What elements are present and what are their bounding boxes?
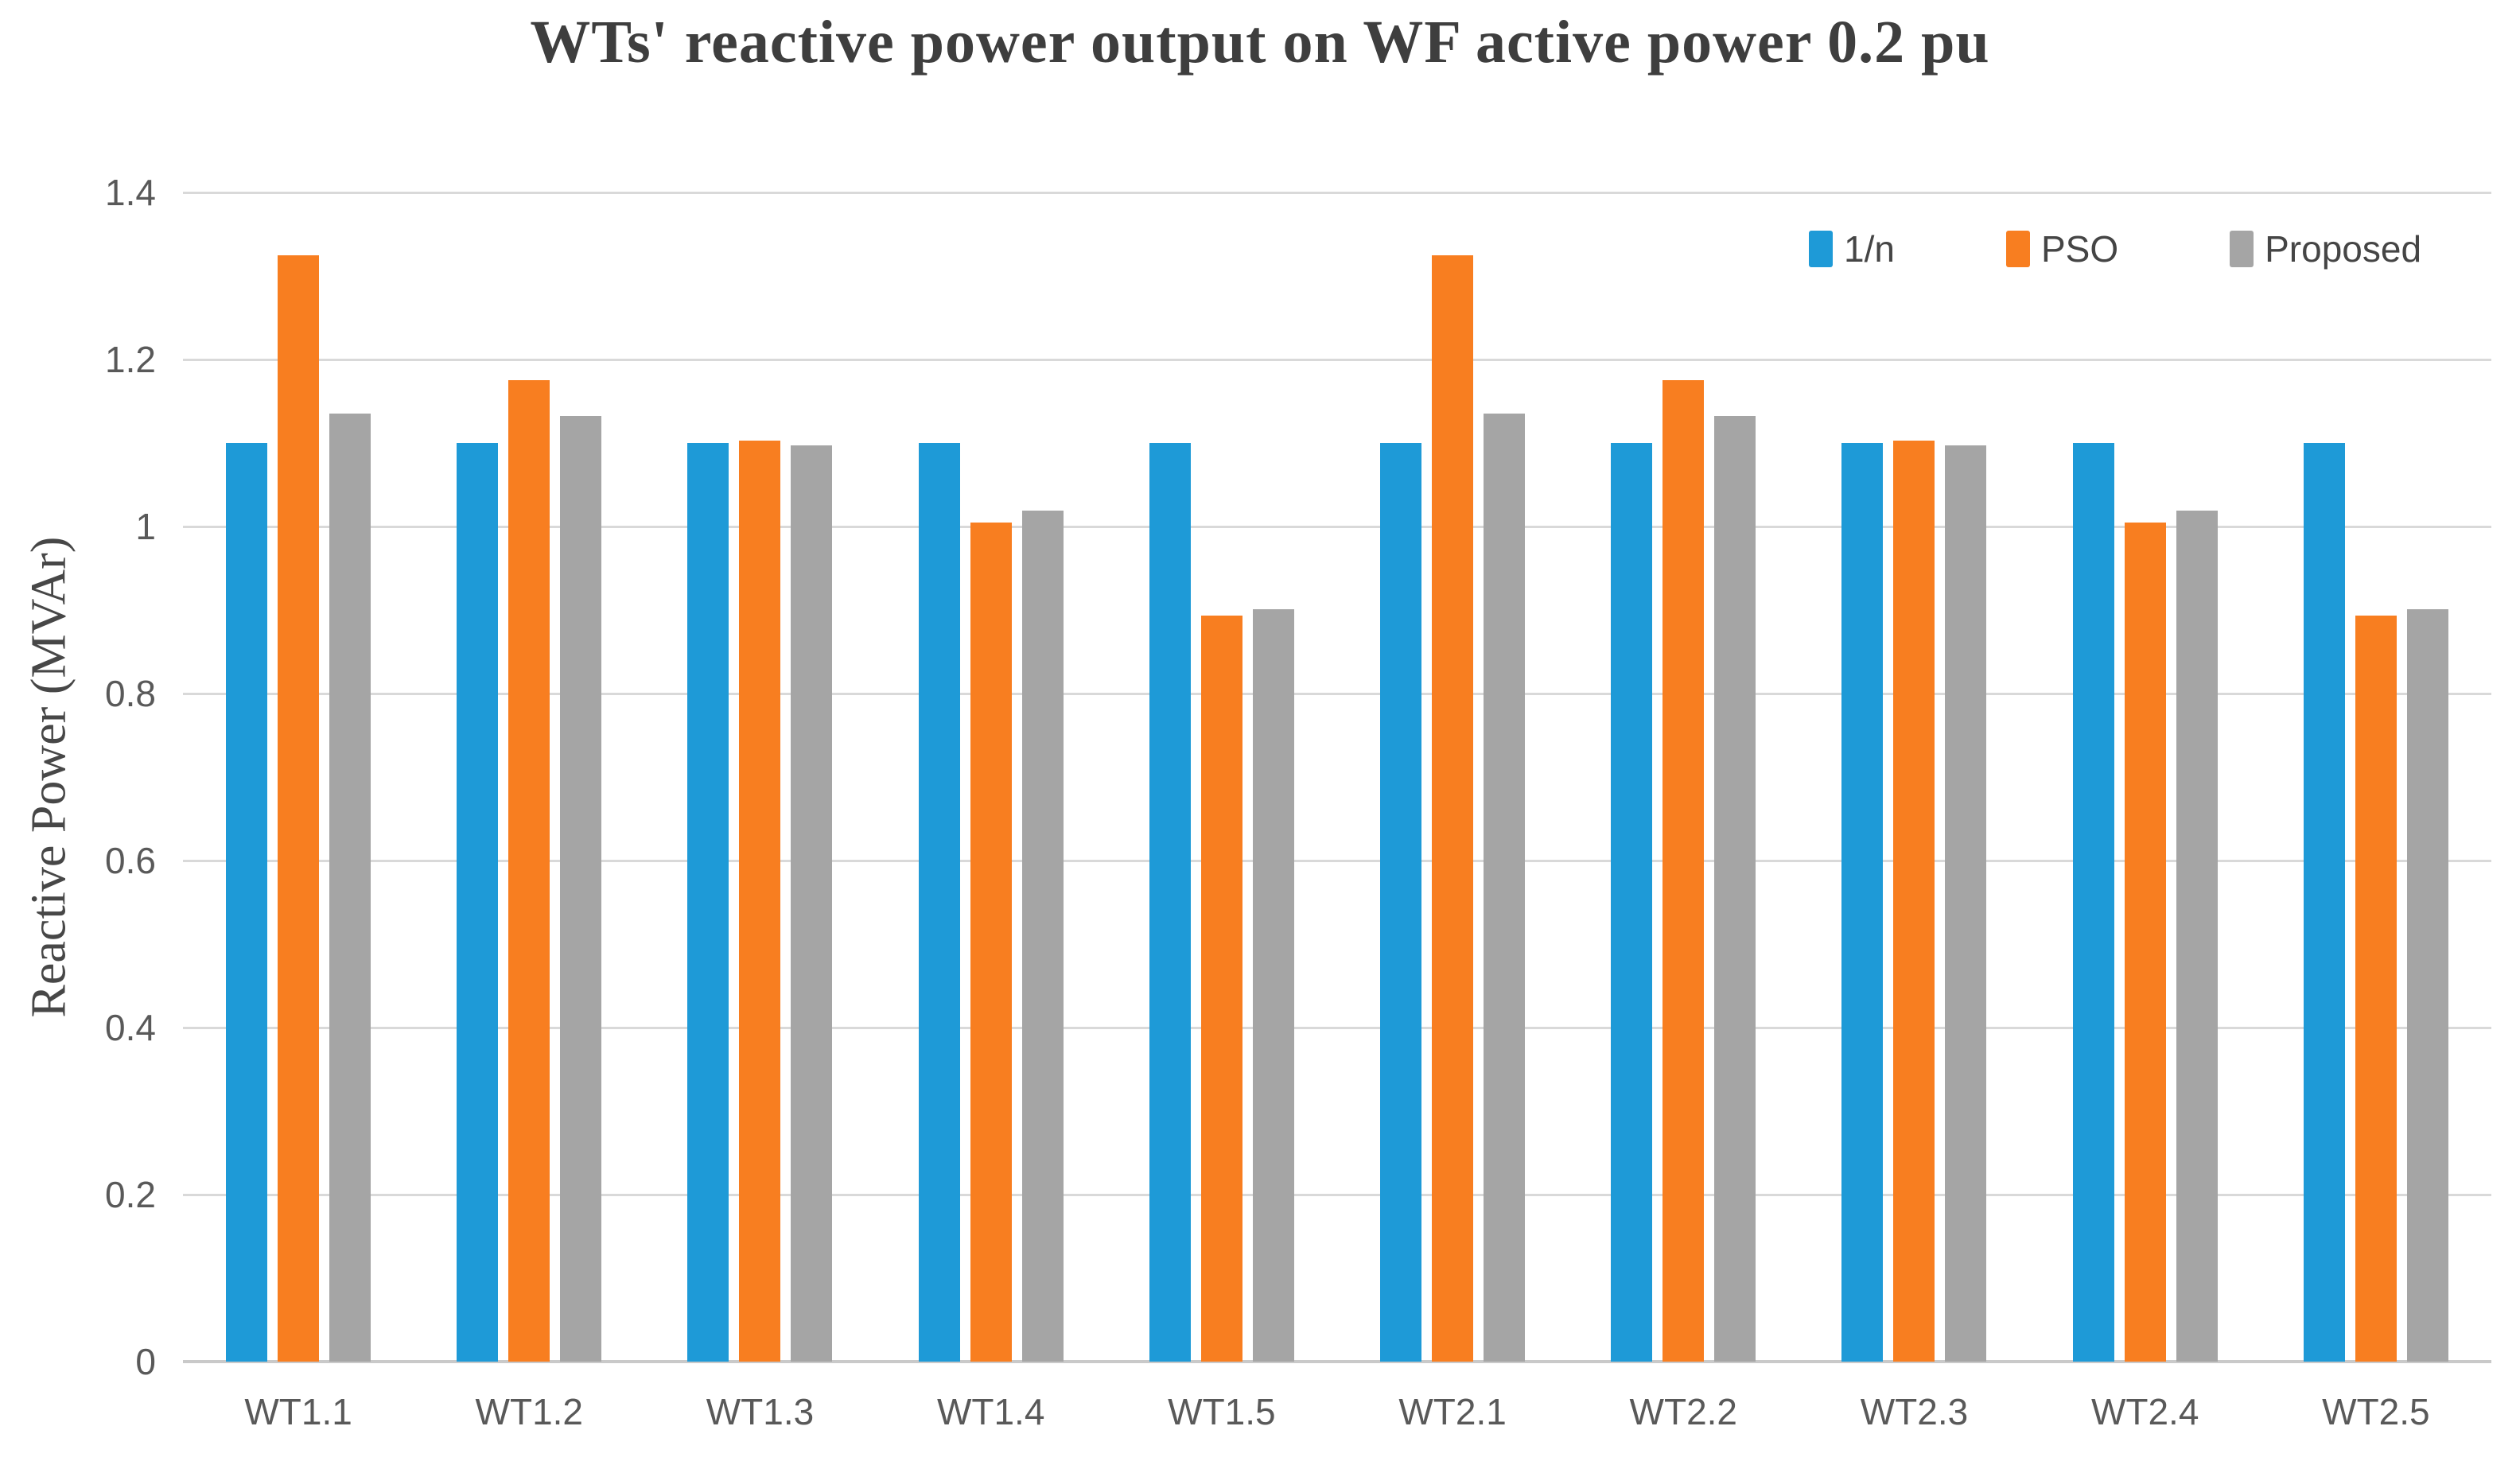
x-axis-label-wt22: WT2.2 <box>1629 1391 1738 1432</box>
bar-pso-wt24 <box>2124 522 2166 1362</box>
bar-group-wt11 <box>183 192 414 1362</box>
chart-title: WTs' reactive power output on WF active … <box>530 9 1990 76</box>
x-axis-label-wt23: WT2.3 <box>1860 1391 1969 1432</box>
legend-item-proposed: Proposed <box>2230 227 2421 270</box>
legend-label-proposed: Proposed <box>2265 228 2422 270</box>
gridline <box>183 692 2491 695</box>
bar-pso-wt12 <box>508 380 550 1362</box>
x-axis-label-wt14: WT1.4 <box>936 1391 1045 1432</box>
legend-label-1n: 1/n <box>1844 228 1895 270</box>
gridline <box>183 358 2491 361</box>
bar-group-wt13 <box>644 192 875 1362</box>
bar-group-wt21 <box>1337 192 1568 1362</box>
bar-group-wt12 <box>414 192 644 1362</box>
bar-proposed-wt25 <box>2406 608 2448 1362</box>
x-axis-label-wt25: WT2.5 <box>2322 1391 2430 1432</box>
y-tick-label: 1 <box>135 506 156 547</box>
legend-swatch-1n <box>1809 231 1833 267</box>
bar-proposed-wt22 <box>1714 416 1756 1362</box>
legend-swatch-proposed <box>2230 231 2254 267</box>
x-axis-label-wt11: WT1.1 <box>244 1391 352 1432</box>
legend-item-pso: PSO <box>2005 227 2119 270</box>
x-axis-line <box>183 1360 2491 1363</box>
legend-swatch-pso <box>2005 231 2030 267</box>
bar-group-wt24 <box>2030 192 2261 1362</box>
bar-proposed-wt14 <box>1021 511 1064 1362</box>
y-tick-label: 1.2 <box>105 339 156 380</box>
bar-proposed-wt21 <box>1484 414 1526 1362</box>
bar-group-wt14 <box>876 192 1106 1362</box>
bar-group-wt25 <box>2261 192 2491 1362</box>
bar-proposed-wt23 <box>1945 445 1987 1362</box>
gridline <box>183 191 2491 194</box>
bar-1n-wt12 <box>457 443 499 1362</box>
y-tick-label: 0.2 <box>105 1174 156 1215</box>
bar-1n-wt11 <box>226 443 268 1362</box>
legend: 1/n PSO Proposed <box>1809 227 2421 270</box>
bar-proposed-wt11 <box>329 414 371 1362</box>
bar-pso-wt21 <box>1432 255 1474 1362</box>
x-axis-label-wt24: WT2.4 <box>2090 1391 2199 1432</box>
legend-item-1n: 1/n <box>1809 227 1895 270</box>
bar-proposed-wt13 <box>791 445 833 1362</box>
y-tick-label: 1.4 <box>105 172 156 213</box>
bar-1n-wt23 <box>1841 443 1884 1362</box>
gridline <box>183 1026 2491 1029</box>
bar-1n-wt22 <box>1611 443 1653 1362</box>
bar-proposed-wt15 <box>1252 608 1294 1362</box>
y-tick-label: 0.4 <box>105 1007 156 1048</box>
bar-group-wt15 <box>1106 192 1337 1362</box>
gridline <box>183 859 2491 862</box>
bar-proposed-wt24 <box>2176 511 2218 1362</box>
x-axis-label-wt13: WT1.3 <box>706 1391 815 1432</box>
y-axis-title: Reactive Power (MVAr) <box>21 536 76 1018</box>
bar-pso-wt25 <box>2355 616 2397 1362</box>
x-axis-label-wt15: WT1.5 <box>1168 1391 1276 1432</box>
bar-proposed-wt12 <box>560 416 602 1362</box>
plot-area <box>183 191 2491 1363</box>
x-axis-label-wt12: WT1.2 <box>475 1391 584 1432</box>
bar-pso-wt11 <box>278 255 320 1362</box>
bar-1n-wt21 <box>1380 443 1422 1362</box>
bar-group-wt22 <box>1568 192 1799 1362</box>
bar-1n-wt24 <box>2072 443 2114 1362</box>
legend-label-pso: PSO <box>2040 228 2119 270</box>
bar-group-wt23 <box>1799 192 2029 1362</box>
bar-pso-wt22 <box>1662 380 1705 1362</box>
bar-1n-wt25 <box>2303 443 2345 1362</box>
gridline <box>183 1193 2491 1196</box>
bar-1n-wt13 <box>687 443 729 1362</box>
bar-1n-wt15 <box>1149 443 1191 1362</box>
bar-pso-wt23 <box>1893 440 1935 1362</box>
gridline <box>183 525 2491 528</box>
x-axis-label-wt21: WT2.1 <box>1398 1391 1507 1432</box>
y-tick-label: 0 <box>135 1341 156 1382</box>
bar-pso-wt15 <box>1200 616 1242 1362</box>
bar-pso-wt13 <box>739 440 781 1362</box>
bar-pso-wt14 <box>970 522 1012 1362</box>
y-tick-label: 0.8 <box>105 673 156 714</box>
y-tick-label: 0.6 <box>105 840 156 881</box>
bar-1n-wt14 <box>918 443 960 1362</box>
